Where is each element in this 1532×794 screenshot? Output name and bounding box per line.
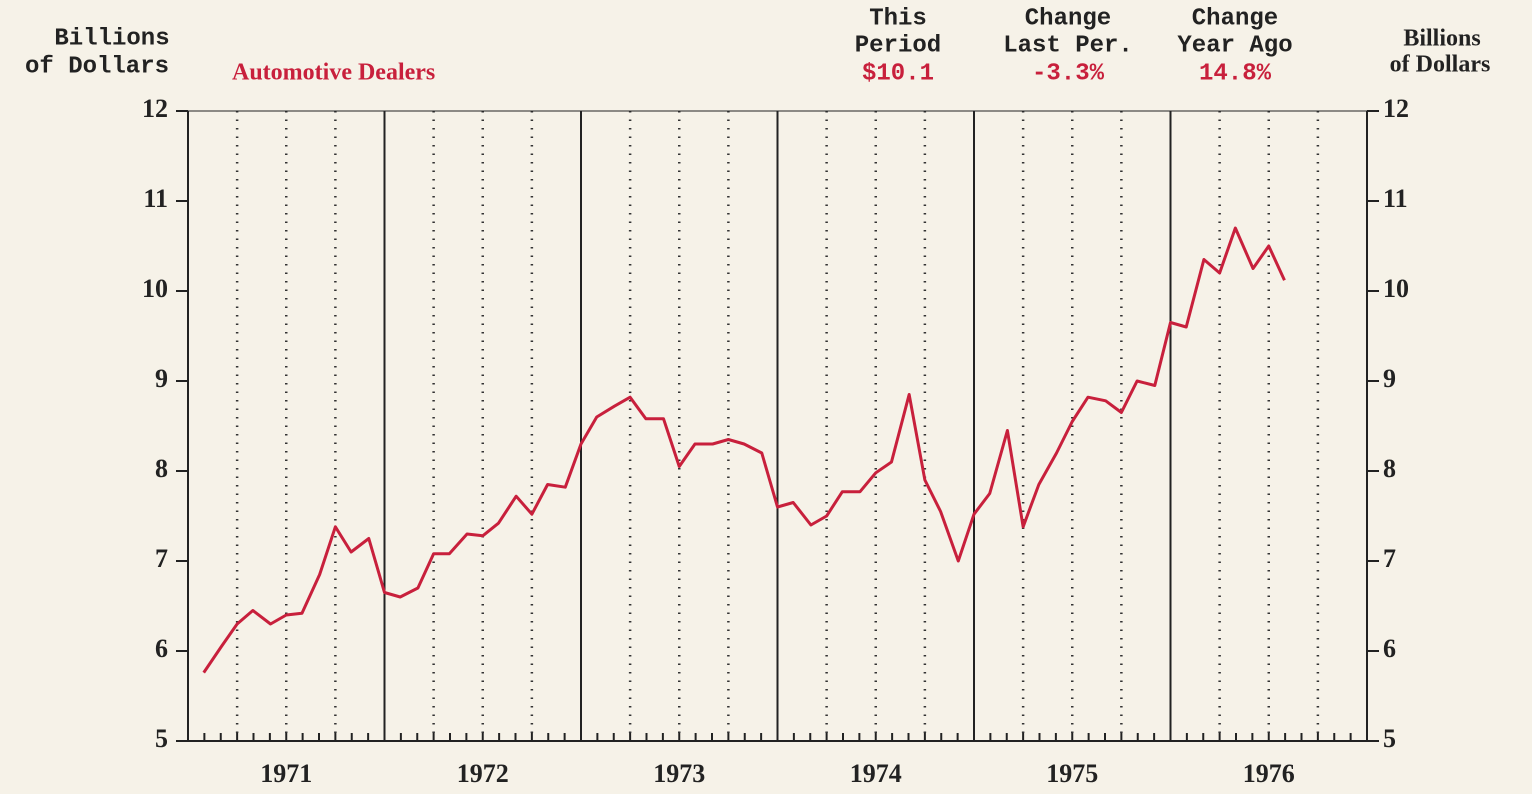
y-tick-label: 8 xyxy=(155,454,168,483)
x-tick-label: 1972 xyxy=(457,759,509,788)
data-line xyxy=(202,226,1286,674)
y2-tick-label: 8 xyxy=(1383,454,1396,483)
stat-value: -3.3% xyxy=(1032,60,1105,87)
x-tick-label: 1974 xyxy=(850,759,902,788)
y2-tick-label: 10 xyxy=(1383,274,1409,303)
y-tick-label: 5 xyxy=(155,724,168,753)
stat-label: This xyxy=(869,5,927,32)
y2-label: Billions xyxy=(1403,26,1480,52)
stat-label: Period xyxy=(855,32,941,59)
stat-label: Change xyxy=(1025,5,1111,32)
x-tick-label: 1971 xyxy=(260,759,312,788)
y2-tick-label: 6 xyxy=(1383,634,1396,663)
y-tick-label: 12 xyxy=(142,94,168,123)
y2-tick-label: 9 xyxy=(1383,364,1396,393)
y-label: Billions xyxy=(54,25,169,52)
y2-tick-label: 7 xyxy=(1383,544,1396,573)
y-tick-label: 6 xyxy=(155,634,168,663)
stat-label: Change xyxy=(1192,5,1278,32)
stat-value: 14.8% xyxy=(1199,60,1272,87)
chart-title: Automotive Dealers xyxy=(232,60,435,86)
y2-tick-label: 5 xyxy=(1383,724,1396,753)
y-label: of Dollars xyxy=(25,53,169,80)
stat-value: $10.1 xyxy=(862,60,934,87)
x-tick-label: 1975 xyxy=(1046,759,1098,788)
y-tick-label: 7 xyxy=(155,544,168,573)
x-tick-label: 1973 xyxy=(653,759,705,788)
y2-label: of Dollars xyxy=(1390,52,1491,78)
y-tick-label: 11 xyxy=(143,184,168,213)
x-tick-label: 1976 xyxy=(1243,759,1295,788)
stat-label: Last Per. xyxy=(1003,32,1133,59)
y2-tick-label: 12 xyxy=(1383,94,1409,123)
stat-label: Year Ago xyxy=(1177,32,1292,59)
y-tick-label: 10 xyxy=(142,274,168,303)
y2-tick-label: 11 xyxy=(1383,184,1408,213)
y-tick-label: 9 xyxy=(155,364,168,393)
